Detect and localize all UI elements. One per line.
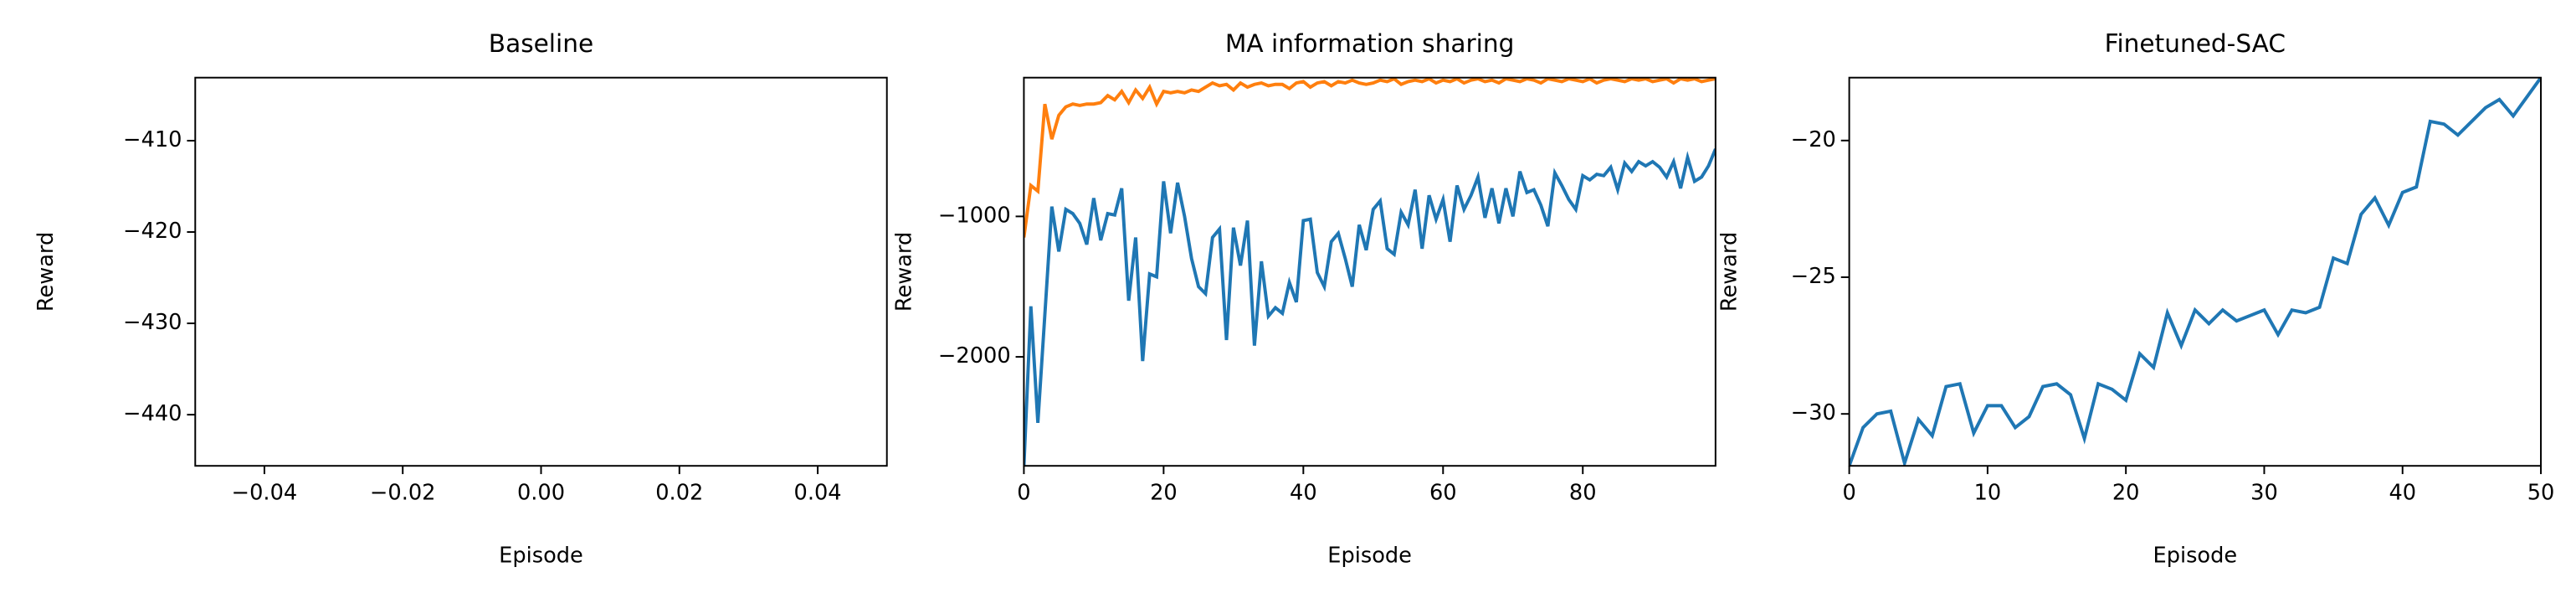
- x-tick-label: 60: [1429, 481, 1457, 506]
- x-tick-label: −0.04: [232, 481, 298, 506]
- x-axis-label: Episode: [1327, 544, 1412, 569]
- data-line: [1024, 77, 1716, 238]
- chart-title: Baseline: [489, 29, 593, 58]
- y-axis-label: Reward: [1717, 232, 1742, 312]
- axes-frame: [1023, 76, 1716, 467]
- x-tick-label: 20: [1150, 481, 1178, 506]
- y-tick-label: −420: [123, 219, 182, 244]
- y-tick-label: −430: [123, 310, 182, 335]
- x-axis-label: Episode: [2153, 544, 2238, 569]
- x-tick-label: −0.02: [370, 481, 436, 506]
- data-line: [1024, 148, 1716, 467]
- x-tick-label: 30: [2250, 481, 2278, 506]
- data-line: [1849, 77, 2542, 467]
- chart-title: MA information sharing: [1225, 29, 1514, 58]
- x-tick-label: 0.02: [655, 481, 703, 506]
- x-tick-label: 40: [2389, 481, 2416, 506]
- x-tick-label: 0: [1017, 481, 1030, 506]
- y-tick-label: −20: [1791, 127, 1836, 152]
- y-tick-label: −30: [1791, 400, 1836, 425]
- y-axis-label: Reward: [891, 232, 916, 312]
- x-tick-label: 20: [2112, 481, 2140, 506]
- y-axis-label: Reward: [33, 232, 59, 312]
- y-tick-label: −25: [1791, 264, 1836, 289]
- x-tick-label: 40: [1290, 481, 1317, 506]
- axes-frame: [194, 76, 888, 467]
- y-tick-label: −2000: [938, 343, 1011, 369]
- x-tick-label: 0.00: [517, 481, 565, 506]
- x-tick-label: 50: [2527, 481, 2555, 506]
- chart-title: Finetuned-SAC: [2105, 29, 2286, 58]
- y-tick-label: −1000: [938, 203, 1011, 228]
- axes-frame: [1848, 76, 2543, 467]
- x-tick-label: 10: [1974, 481, 2002, 506]
- y-tick-label: −410: [123, 127, 182, 152]
- x-axis-label: Episode: [499, 544, 583, 569]
- x-tick-label: 0: [1842, 481, 1855, 506]
- x-tick-label: 0.04: [794, 481, 842, 506]
- y-tick-label: −440: [123, 401, 182, 426]
- x-tick-label: 80: [1569, 481, 1597, 506]
